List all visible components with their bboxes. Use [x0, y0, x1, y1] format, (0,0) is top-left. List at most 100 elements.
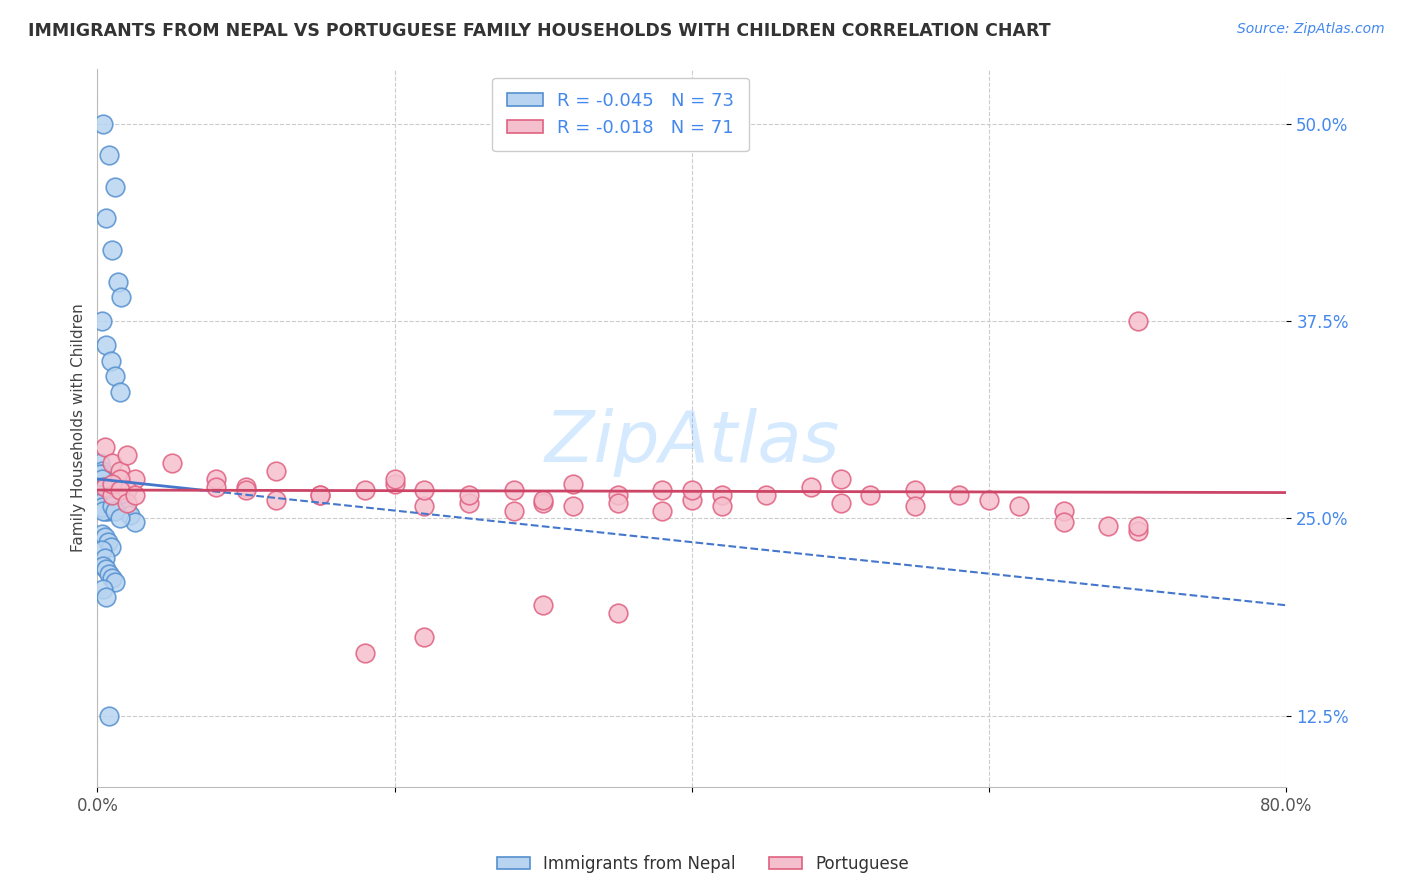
Point	[531, 496, 554, 510]
Legend: R = -0.045   N = 73, R = -0.018   N = 71: R = -0.045 N = 73, R = -0.018 N = 71	[492, 78, 749, 152]
Point	[94, 483, 117, 497]
Point	[108, 483, 131, 497]
Point	[90, 527, 112, 541]
Point	[101, 483, 124, 497]
Point	[98, 483, 121, 497]
Point	[104, 503, 127, 517]
Point	[98, 499, 121, 513]
Point	[160, 456, 183, 470]
Point	[979, 492, 1001, 507]
Point	[94, 480, 117, 494]
Point	[94, 503, 117, 517]
Text: ZipAtlas: ZipAtlas	[544, 408, 839, 476]
Text: IMMIGRANTS FROM NEPAL VS PORTUGUESE FAMILY HOUSEHOLDS WITH CHILDREN CORRELATION : IMMIGRANTS FROM NEPAL VS PORTUGUESE FAMI…	[28, 22, 1050, 40]
Point	[91, 117, 114, 131]
Point	[104, 488, 127, 502]
Point	[91, 582, 114, 597]
Point	[309, 488, 332, 502]
Point	[235, 480, 257, 494]
Point	[681, 492, 703, 507]
Point	[100, 353, 122, 368]
Point	[108, 385, 131, 400]
Point	[681, 483, 703, 497]
Point	[97, 496, 120, 510]
Point	[104, 369, 127, 384]
Point	[115, 503, 138, 517]
Point	[107, 275, 129, 289]
Point	[115, 448, 138, 462]
Point	[830, 496, 852, 510]
Point	[104, 574, 127, 589]
Point	[606, 496, 628, 510]
Point	[562, 499, 585, 513]
Point	[91, 558, 114, 573]
Point	[413, 630, 436, 644]
Text: Source: ZipAtlas.com: Source: ZipAtlas.com	[1237, 22, 1385, 37]
Point	[458, 496, 481, 510]
Point	[1126, 524, 1149, 538]
Point	[94, 550, 117, 565]
Point	[309, 488, 332, 502]
Point	[96, 499, 118, 513]
Point	[90, 488, 112, 502]
Point	[710, 499, 733, 513]
Point	[94, 441, 117, 455]
Point	[115, 496, 138, 510]
Point	[384, 472, 406, 486]
Point	[205, 480, 228, 494]
Point	[91, 467, 114, 482]
Point	[562, 476, 585, 491]
Point	[89, 488, 111, 502]
Point	[755, 488, 778, 502]
Point	[502, 503, 524, 517]
Point	[108, 464, 131, 478]
Point	[108, 492, 131, 507]
Point	[91, 503, 114, 517]
Point	[97, 503, 120, 517]
Point	[90, 314, 112, 328]
Point	[830, 472, 852, 486]
Point	[89, 483, 111, 497]
Point	[651, 503, 673, 517]
Point	[606, 606, 628, 620]
Point	[91, 492, 114, 507]
Point	[264, 492, 287, 507]
Point	[101, 491, 124, 505]
Point	[413, 483, 436, 497]
Point	[108, 511, 131, 525]
Point	[89, 496, 111, 510]
Point	[606, 488, 628, 502]
Point	[98, 708, 121, 723]
Point	[354, 646, 377, 660]
Point	[101, 456, 124, 470]
Point	[96, 476, 118, 491]
Point	[94, 472, 117, 486]
Point	[1126, 519, 1149, 533]
Point	[531, 599, 554, 613]
Point	[90, 472, 112, 486]
Point	[90, 496, 112, 510]
Point	[89, 456, 111, 470]
Point	[108, 472, 131, 486]
Point	[98, 148, 121, 162]
Point	[124, 515, 146, 529]
Point	[710, 488, 733, 502]
Point	[110, 290, 132, 304]
Point	[235, 483, 257, 497]
Point	[502, 483, 524, 497]
Point	[101, 476, 124, 491]
Point	[1008, 499, 1031, 513]
Point	[101, 571, 124, 585]
Point	[354, 483, 377, 497]
Point	[91, 480, 114, 494]
Point	[904, 499, 927, 513]
Point	[118, 508, 141, 523]
Point	[100, 540, 122, 554]
Point	[458, 488, 481, 502]
Point	[90, 500, 112, 515]
Y-axis label: Family Households with Children: Family Households with Children	[72, 303, 86, 552]
Point	[101, 499, 124, 513]
Point	[91, 500, 114, 515]
Point	[531, 492, 554, 507]
Point	[651, 483, 673, 497]
